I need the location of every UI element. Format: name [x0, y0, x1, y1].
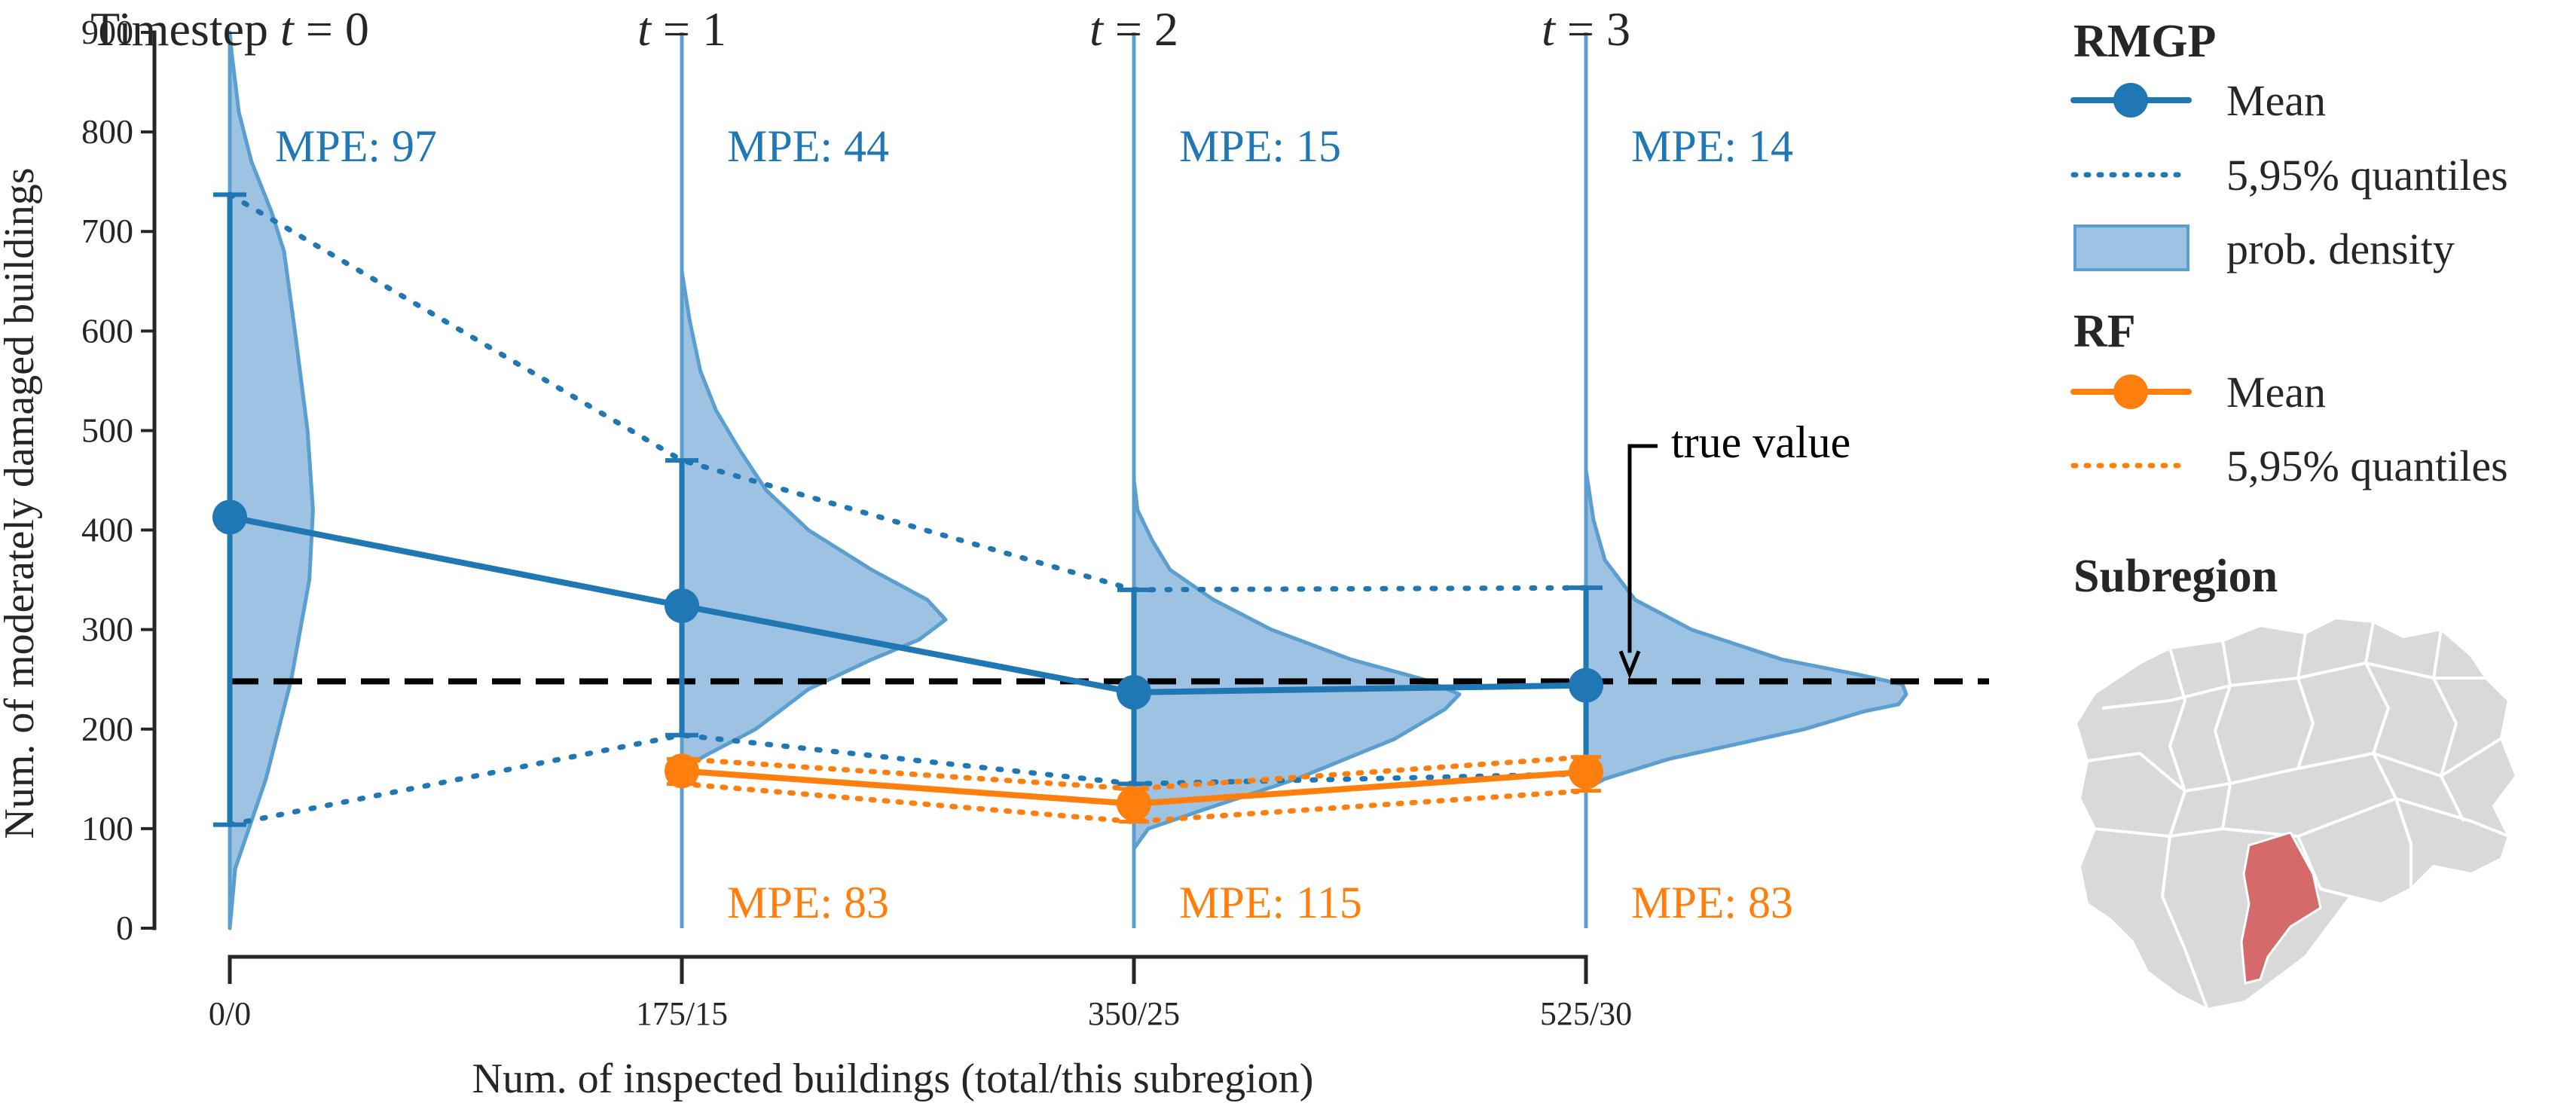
legend-rf-title: RF — [2073, 306, 2136, 357]
subregion-map-outline — [2073, 616, 2519, 1012]
rf-mean-point-3 — [1569, 754, 1603, 790]
rf-q05-line — [679, 781, 1589, 825]
y-axis-title: Num. of moderately damaged buildings — [0, 167, 43, 839]
rf-layer — [665, 753, 1603, 825]
subregion-map — [2073, 616, 2519, 1012]
x-axis-title: Num. of inspected buildings (total/this … — [472, 1056, 1314, 1102]
legend-rmgp-density-swatch — [2073, 225, 2189, 271]
legend-rf-mean-label: Mean — [2226, 368, 2326, 417]
timestep-label-0: Timestep t = 0 — [90, 2, 369, 56]
rmgp-layer — [212, 191, 1603, 828]
rf-mpe-label-1: MPE: 83 — [727, 878, 889, 927]
y-tick-label-1: 100 — [81, 809, 133, 848]
y-tick-label-9: 900 — [81, 13, 133, 51]
legend-subregion-title: Subregion — [2073, 551, 2278, 602]
density-0 — [228, 30, 315, 930]
rmgp-mpe-label-1: MPE: 44 — [727, 121, 889, 171]
rmgp-q05-line — [227, 732, 1589, 828]
y-tick-label-4: 400 — [81, 511, 133, 549]
rmgp-mpe-label-3: MPE: 14 — [1631, 121, 1793, 171]
rf-mpe-label-3: MPE: 83 — [1631, 878, 1793, 927]
legend-rmgp-title: RMGP — [2073, 16, 2216, 67]
legend-rmgp-density-label: prob. density — [2226, 225, 2455, 273]
x-tick-label-3: 525/30 — [1540, 995, 1632, 1032]
density-1 — [680, 269, 948, 771]
y-tick-label-6: 600 — [81, 311, 133, 350]
subregion-highlight — [2240, 831, 2322, 985]
rmgp-q95-line — [227, 191, 1589, 593]
x-tick-label-1: 175/15 — [636, 995, 728, 1032]
timestep-label-3: t = 3 — [1542, 2, 1630, 56]
rf-mean-point-2 — [1117, 786, 1151, 821]
y-tick-label-7: 700 — [81, 212, 133, 250]
density-3 — [1584, 468, 1908, 791]
rmgp-mean-line — [229, 514, 1587, 695]
rmgp-mean-point-2 — [1117, 674, 1151, 710]
x-tick-label-2: 350/25 — [1088, 995, 1180, 1032]
legend-rf-mean-marker — [2070, 374, 2192, 409]
legend-rf-quantiles-label: 5,95% quantiles — [2226, 441, 2508, 490]
label-layer: Timestep t = 0 t = 1 t = 2 t = 3 MPE: 97 MPE:… — [90, 2, 1793, 927]
legend-rmgp-mean-label: Mean — [2226, 76, 2326, 125]
y-tick-label-2: 200 — [81, 710, 133, 748]
rmgp-mpe-label-0: MPE: 97 — [275, 121, 437, 171]
y-tick-label-5: 500 — [81, 411, 133, 449]
legend: RMGP Mean 5,95% quantiles prob. density … — [2070, 16, 2508, 602]
legend-rmgp-quantiles-label: 5,95% quantiles — [2226, 151, 2508, 200]
timestep-label-2: t = 2 — [1089, 2, 1178, 56]
true-value-label: true value — [1671, 417, 1850, 467]
rmgp-mean-point-0 — [212, 500, 247, 535]
timestep-label-1: t = 1 — [637, 2, 726, 56]
rmgp-mean-point-3 — [1569, 668, 1603, 703]
legend-rmgp-mean-marker — [2070, 83, 2192, 118]
true-value-arrow-line — [1627, 444, 1658, 653]
rmgp-mean-point-1 — [665, 588, 699, 623]
x-tick-label-0: 0/0 — [209, 995, 251, 1032]
rmgp-mpe-label-2: MPE: 15 — [1179, 121, 1341, 171]
rf-mean-point-1 — [665, 753, 699, 789]
subregion-map-borders — [2086, 621, 2510, 1010]
y-tick-label-0: 0 — [116, 909, 133, 947]
y-tick-label-3: 300 — [81, 610, 133, 649]
true-value-arrow-head — [1618, 650, 1641, 680]
true-value-layer — [230, 444, 1989, 685]
rf-mpe-label-2: MPE: 115 — [1179, 878, 1362, 927]
axes-layer: 0 100 200 300 400 500 600 700 800 900 0/0 175/15 350… — [81, 13, 1632, 1032]
y-tick-label-8: 800 — [81, 112, 133, 151]
